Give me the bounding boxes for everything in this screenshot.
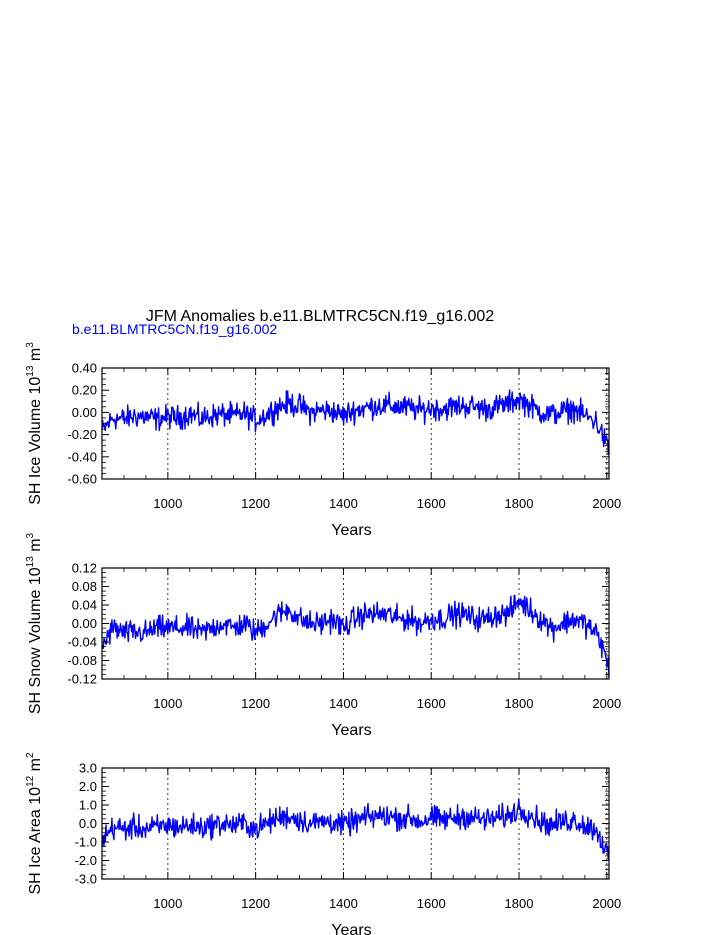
y-tick-label: 2.0 [79,779,97,794]
y-axis-label: SH Ice Area 1012 m2 [25,752,44,895]
panel-1: -0.60 -0.40 -0.20 0.00 0.20 0.40 1000 1200 1400 1… [25,342,621,539]
plot-frame [101,367,610,480]
x-axis-label: Years [331,922,371,935]
y-tick-label: 1.0 [79,798,97,813]
x-tick-label: 2000 [592,696,621,711]
y-tick-label: -0.60 [67,472,97,487]
y-tick-label: 0.00 [72,405,97,420]
y-tick-label: 0.00 [72,616,97,631]
y-axis-label: SH Snow Volume 1013 m3 [25,532,44,714]
data-series-line [101,389,610,455]
x-tick-label: 1600 [417,496,446,511]
x-axis-label: Years [331,722,371,739]
figure-title: JFM Anomalies b.e11.BLMTRC5CN.f19_g16.00… [146,308,494,325]
y-tick-label: -0.40 [67,449,97,464]
x-tick-label: 1200 [241,496,270,511]
x-tick-label: 1000 [153,896,182,911]
y-tick-label: 0.08 [72,579,97,594]
y-tick-label: -0.12 [67,672,97,687]
x-tick-label: 1000 [153,496,182,511]
x-tick-label: 1000 [153,696,182,711]
x-tick-label: 2000 [592,496,621,511]
x-tick-label: 1800 [505,496,534,511]
y-tick-label: -0.08 [67,653,97,668]
panel-3: -3.0 -2.0 -1.0 0.0 1.0 2.0 3.0 1000 1200 1400 1600… [25,752,621,935]
x-axis-label: Years [331,522,371,539]
y-axis-label: SH Ice Volume 1013 m3 [25,342,44,505]
x-tick-label: 1600 [417,896,446,911]
x-tick-label: 1400 [329,496,358,511]
x-tick-label: 2000 [592,896,621,911]
y-tick-label: 0.12 [72,561,97,576]
panel-2: -0.12 -0.08 -0.04 0.00 0.04 0.08 0.12 1000 1200 1… [25,532,621,739]
y-tick-label: 3.0 [79,761,97,776]
y-tick-label: 0.04 [72,598,97,613]
x-tick-label: 1200 [241,696,270,711]
x-tick-label: 1600 [417,696,446,711]
y-tick-label: -0.20 [67,427,97,442]
x-tick-label: 1200 [241,896,270,911]
y-tick-label: -2.0 [75,853,97,868]
y-tick-label: 0.0 [79,816,97,831]
y-tick-label: 0.40 [72,361,97,376]
y-tick-label: -3.0 [75,872,97,887]
panels: -0.60 -0.40 -0.20 0.00 0.20 0.40 1000 1200 1400 1… [25,342,621,935]
x-tick-label: 1400 [329,696,358,711]
data-series-line [101,798,610,860]
y-tick-label: -0.04 [67,635,97,650]
series-label: b.e11.BLMTRC5CN.f19_g16.002 [72,321,277,337]
y-tick-label: -1.0 [75,835,97,850]
x-tick-label: 1400 [329,896,358,911]
data-series-line [101,594,610,678]
x-tick-label: 1800 [505,896,534,911]
y-tick-label: 0.20 [72,383,97,398]
x-tick-label: 1800 [505,696,534,711]
